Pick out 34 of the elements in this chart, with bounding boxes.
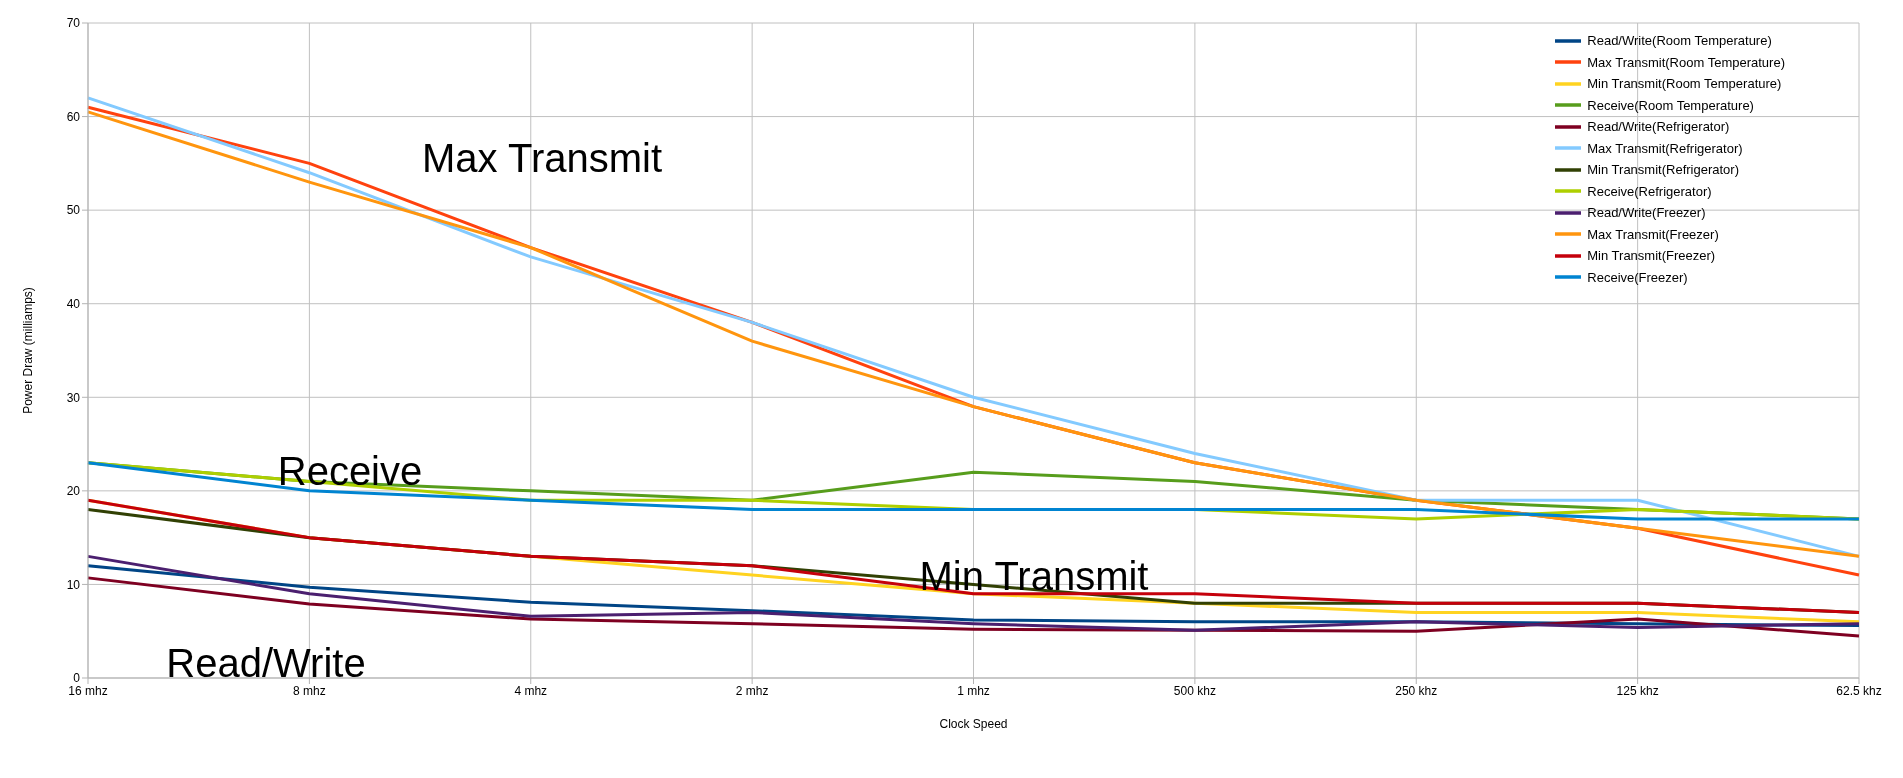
x-tick-label: 16 mhz (68, 683, 108, 698)
annotation: Receive (277, 448, 423, 494)
annotation: Read/Write (166, 640, 366, 686)
legend-label: Read/Write(Refrigerator) (1587, 118, 1730, 136)
legend-label: Max Transmit(Freezer) (1587, 225, 1719, 244)
y-tick-label: 60 (66, 109, 81, 124)
x-axis-title: Clock Speed (939, 717, 1008, 731)
y-axis-title: Power Draw (milliamps) (21, 287, 36, 414)
annotation: Max Transmit (421, 135, 663, 181)
y-tick-label: 0 (73, 671, 81, 686)
legend-label: Receive(Refrigerator) (1587, 182, 1712, 201)
y-tick-label: 20 (66, 484, 81, 499)
x-tick-label: 500 khz (1173, 683, 1216, 698)
legend-label: Min Transmit(Room Temperature) (1587, 75, 1782, 93)
legend-label: Max Transmit(Refrigerator) (1587, 139, 1743, 158)
x-tick-label: 250 khz (1395, 683, 1438, 698)
legend-label: Min Transmit(Refrigerator) (1587, 161, 1739, 179)
legend-label: Receive(Room Temperature) (1587, 96, 1754, 115)
y-tick-label: 10 (66, 577, 81, 592)
x-tick-label: 4 mhz (514, 683, 548, 698)
legend-label: Max Transmit(Room Temperature) (1587, 53, 1785, 72)
legend-label: Receive(Freezer) (1587, 268, 1688, 287)
x-tick-label: 2 mhz (735, 683, 769, 698)
legend-label: Read/Write(Room Temperature) (1587, 32, 1772, 50)
x-tick-label: 8 mhz (293, 683, 326, 698)
x-tick-label: 125 khz (1616, 683, 1659, 698)
x-tick-label: 1 mhz (957, 683, 990, 698)
y-tick-label: 40 (66, 296, 81, 311)
y-tick-label: 30 (66, 390, 81, 405)
x-tick-label: 62.5 khz (1836, 683, 1882, 698)
y-tick-label: 50 (66, 203, 81, 218)
y-tick-label: 70 (66, 16, 81, 31)
legend-label: Read/Write(Freezer) (1587, 204, 1706, 222)
legend-label: Min Transmit(Freezer) (1587, 247, 1716, 265)
